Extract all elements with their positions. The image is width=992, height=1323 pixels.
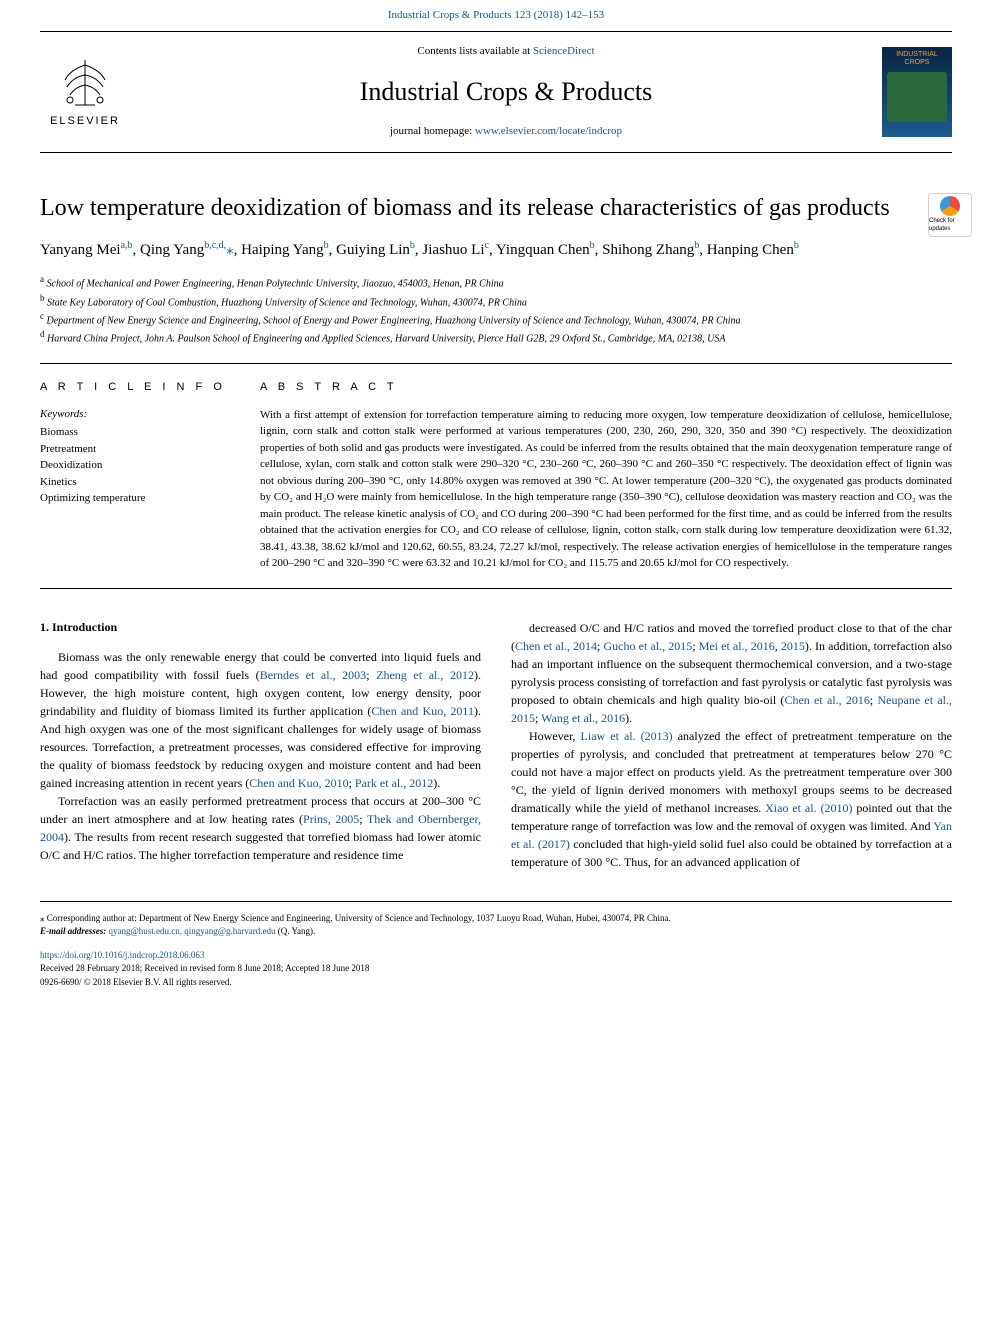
- corresponding-note: ⁎ Corresponding author at: Department of…: [40, 912, 952, 926]
- email-author: (Q. Yang).: [276, 926, 316, 936]
- abstract-column: A B S T R A C T With a first attempt of …: [260, 380, 952, 572]
- sciencedirect-link[interactable]: ScienceDirect: [533, 45, 595, 57]
- keyword: Optimizing temperature: [40, 490, 230, 507]
- elsevier-tree-icon: [55, 55, 115, 110]
- check-updates-text: Check for updates: [929, 218, 971, 234]
- article-main: Low temperature deoxidization of biomass…: [40, 193, 952, 589]
- check-updates-icon: [940, 196, 960, 216]
- footer: ⁎ Corresponding author at: Department of…: [40, 901, 952, 990]
- abstract-text: With a first attempt of extension for to…: [260, 407, 952, 572]
- journal-ref: Industrial Crops & Products 123 (2018) 1…: [0, 0, 992, 31]
- email-line: E-mail addresses: qyang@hust.edu.cn, qin…: [40, 925, 952, 939]
- homepage-text: journal homepage:: [390, 125, 475, 137]
- abstract-header: A B S T R A C T: [260, 380, 952, 395]
- elsevier-logo: ELSEVIER: [40, 47, 130, 137]
- left-column: 1. Introduction Biomass was the only ren…: [40, 619, 481, 871]
- check-updates-badge[interactable]: Check for updates: [928, 193, 972, 237]
- contents-text: Contents lists available at: [417, 45, 532, 57]
- email-label: E-mail addresses:: [40, 926, 109, 936]
- contents-line: Contents lists available at ScienceDirec…: [150, 44, 862, 59]
- elsevier-text: ELSEVIER: [50, 114, 120, 129]
- affiliation: a School of Mechanical and Power Enginee…: [40, 273, 952, 291]
- paragraph: Torrefaction was an easily performed pre…: [40, 792, 481, 864]
- affiliation: c Department of New Energy Science and E…: [40, 310, 952, 328]
- cover-title: INDUSTRIAL CROPS: [886, 51, 948, 66]
- header-center: Contents lists available at ScienceDirec…: [150, 44, 862, 139]
- homepage-line: journal homepage: www.elsevier.com/locat…: [150, 124, 862, 139]
- keywords-list: BiomassPretreatmentDeoxidizationKinetics…: [40, 424, 230, 507]
- keyword: Pretreatment: [40, 441, 230, 458]
- keywords-label: Keywords:: [40, 407, 230, 422]
- body-columns: 1. Introduction Biomass was the only ren…: [40, 619, 952, 871]
- keyword: Kinetics: [40, 474, 230, 491]
- article-title: Low temperature deoxidization of biomass…: [40, 193, 952, 224]
- paragraph: Biomass was the only renewable energy th…: [40, 648, 481, 792]
- paragraph: However, Liaw et al. (2013) analyzed the…: [511, 727, 952, 871]
- cover-image: [887, 72, 947, 122]
- affiliation: b State Key Laboratory of Coal Combustio…: [40, 292, 952, 310]
- journal-name: Industrial Crops & Products: [150, 74, 862, 110]
- journal-cover: INDUSTRIAL CROPS: [882, 47, 952, 137]
- intro-heading: 1. Introduction: [40, 619, 481, 636]
- homepage-link[interactable]: www.elsevier.com/locate/indcrop: [475, 125, 622, 137]
- info-abstract-row: A R T I C L E I N F O Keywords: BiomassP…: [40, 363, 952, 589]
- journal-ref-link[interactable]: Industrial Crops & Products 123 (2018) 1…: [388, 9, 604, 21]
- keyword: Deoxidization: [40, 457, 230, 474]
- journal-header: ELSEVIER Contents lists available at Sci…: [40, 31, 952, 152]
- title-text: Low temperature deoxidization of biomass…: [40, 195, 890, 221]
- article-info: A R T I C L E I N F O Keywords: BiomassP…: [40, 380, 260, 572]
- right-column: decreased O/C and H/C ratios and moved t…: [511, 619, 952, 871]
- doi-link[interactable]: https://doi.org/10.1016/j.indcrop.2018.0…: [40, 949, 952, 963]
- affiliations: a School of Mechanical and Power Enginee…: [40, 273, 952, 346]
- affiliation: d Harvard China Project, John A. Paulson…: [40, 328, 952, 346]
- copyright-line: 0926-6690/ © 2018 Elsevier B.V. All righ…: [40, 976, 952, 990]
- received-line: Received 28 February 2018; Received in r…: [40, 962, 952, 976]
- article-info-header: A R T I C L E I N F O: [40, 380, 230, 395]
- email-addresses[interactable]: qyang@hust.edu.cn, qingyang@g.harvard.ed…: [109, 926, 276, 936]
- keyword: Biomass: [40, 424, 230, 441]
- paragraph: decreased O/C and H/C ratios and moved t…: [511, 619, 952, 727]
- authors: Yanyang Meia,b, Qing Yangb,c,d,⁎, Haipin…: [40, 238, 952, 262]
